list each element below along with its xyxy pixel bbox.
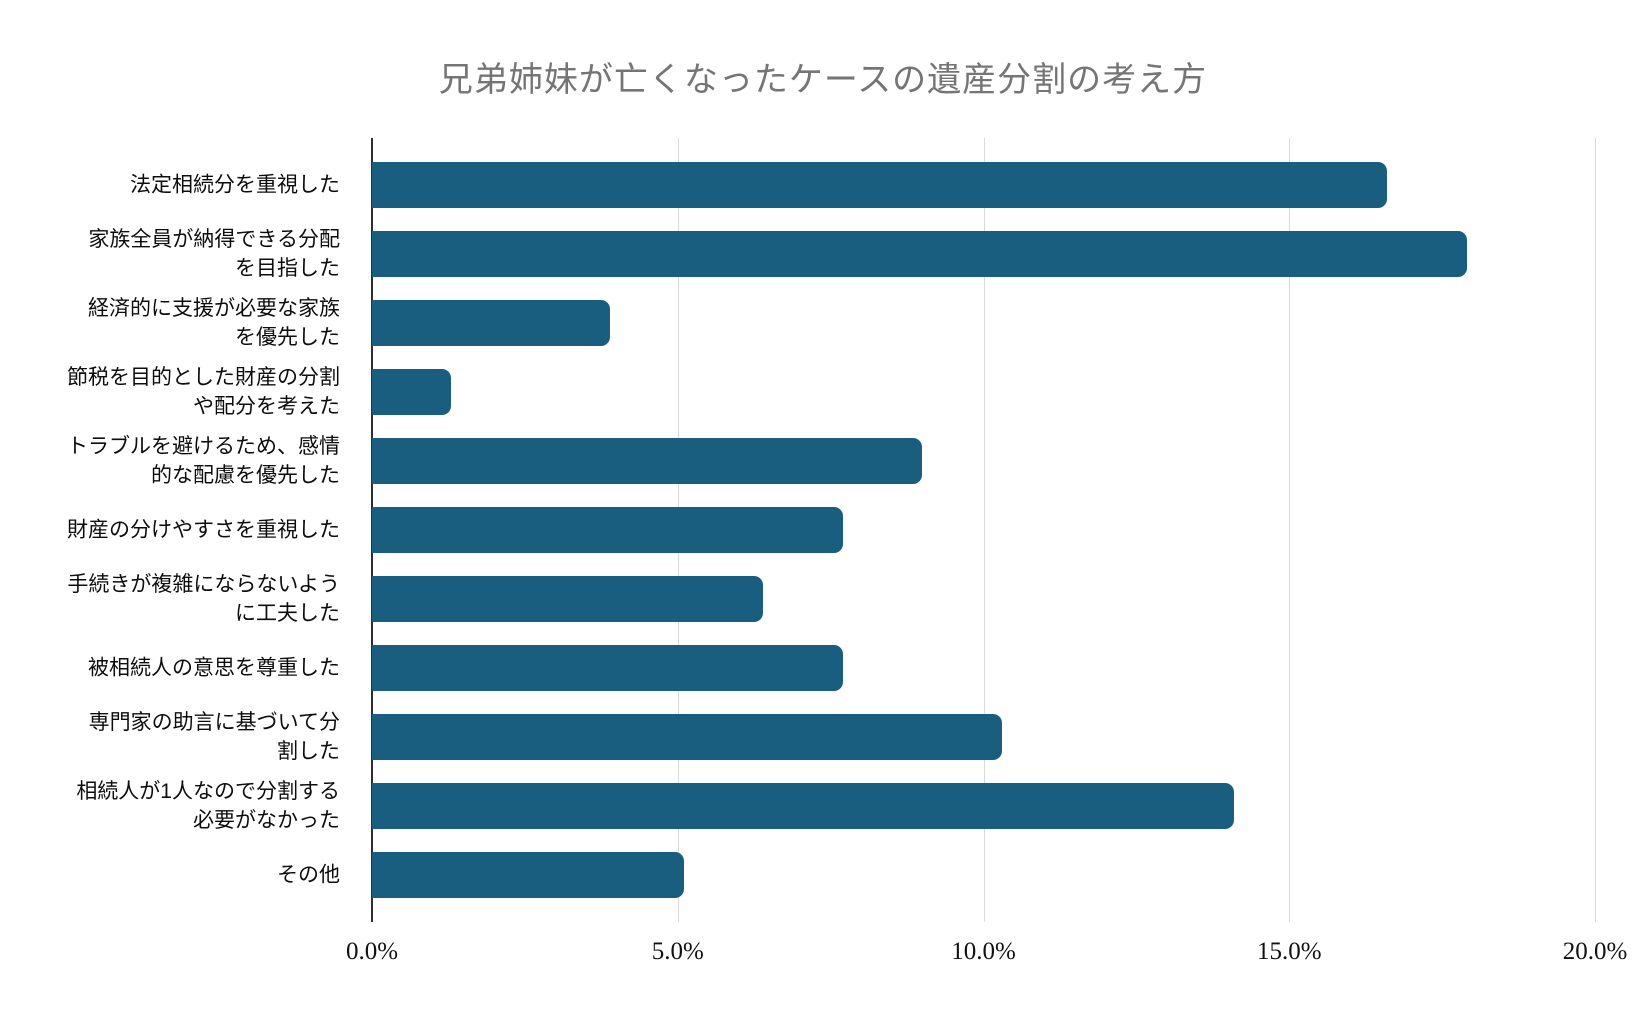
plot-area bbox=[371, 138, 1596, 922]
category-label: 家族全員が納得できる分配 を目指した bbox=[88, 227, 340, 280]
bar bbox=[372, 783, 1235, 830]
category-label: トラブルを避けるため、感情 的な配慮を優先した bbox=[67, 434, 340, 487]
value-axis-labels: 0.0% 5.0% 10.0% 15.0% 20.0% bbox=[346, 938, 1627, 978]
category-label: 節税を目的とした財産の分割 や配分を考えた bbox=[67, 365, 340, 418]
bar bbox=[372, 161, 1388, 208]
bar bbox=[372, 507, 843, 553]
bar bbox=[372, 576, 764, 623]
gridline bbox=[983, 138, 985, 922]
category-label: 経済的に支援が必要な家族 を優先した bbox=[88, 296, 340, 349]
category-label: 相続人が1人なので分割する 必要がなかった bbox=[76, 780, 340, 833]
bar bbox=[372, 852, 684, 899]
category-axis-labels: 法定相続分を重視した家族全員が納得できる分配 を目指した 経済的に支援が必要な家族… bbox=[0, 150, 356, 910]
bar bbox=[372, 645, 843, 692]
bar bbox=[372, 368, 452, 415]
chart-title: 兄弟姉妹が亡くなったケースの遺産分割の考え方 bbox=[438, 61, 1208, 99]
bar bbox=[372, 437, 923, 484]
x-tick-label: 0.0% bbox=[345, 938, 399, 965]
x-tick-label: 10.0% bbox=[951, 938, 1016, 965]
x-tick-label: 15.0% bbox=[1256, 938, 1322, 965]
bar bbox=[372, 299, 611, 346]
category-label: 専門家の助言に基づいて分 割した bbox=[88, 711, 340, 764]
bar bbox=[372, 230, 1467, 277]
gridline bbox=[1289, 138, 1291, 922]
bar bbox=[372, 714, 1002, 761]
x-tick-label: 20.0% bbox=[1562, 938, 1628, 965]
category-label: その他 bbox=[277, 863, 340, 887]
category-label: 法定相続分を重視した bbox=[130, 173, 340, 197]
bar-series bbox=[372, 150, 1595, 910]
category-label: 財産の分けやすさを重視した bbox=[67, 518, 340, 542]
x-tick-label: 5.0% bbox=[651, 938, 704, 965]
category-label: 被相続人の意思を尊重した bbox=[88, 656, 340, 680]
gridline bbox=[1595, 138, 1596, 922]
category-label: 手続きが複雑にならないよう に工夫した bbox=[67, 573, 340, 626]
